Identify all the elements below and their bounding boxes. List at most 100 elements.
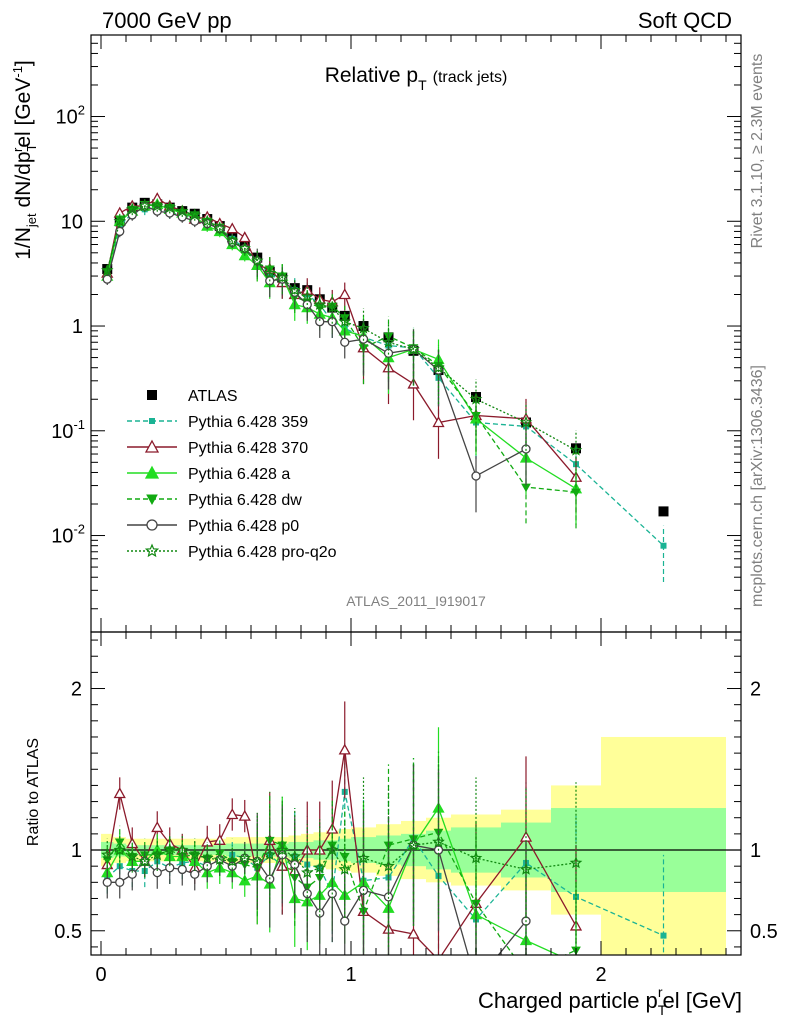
- header-left: 7000 GeV pp: [102, 8, 232, 33]
- y-tick-label: 10-2: [51, 522, 85, 548]
- ratio-point-pq2o: [469, 851, 483, 864]
- data-point-pp0: [340, 337, 350, 347]
- legend-entry-pp0: Pythia 6.428 p0: [127, 518, 299, 535]
- data-point-pp0: [327, 317, 337, 327]
- y-tick-label: 1: [72, 316, 83, 338]
- rivet-label: Rivet 3.1.10, ≥ 2.3M events: [749, 54, 766, 249]
- series-pa: [101, 198, 583, 526]
- legend-entry-atlas: ATLAS: [147, 388, 238, 405]
- data-point-p359: [660, 542, 667, 549]
- y-tick-label: 10: [61, 211, 83, 233]
- main-title-tail: (track jets): [433, 69, 508, 86]
- data-point-p370: [238, 231, 251, 243]
- ratio-point-pp0: [165, 863, 175, 873]
- data-point-pq2o: [163, 201, 176, 213]
- main-y-label-sub2: T: [24, 143, 39, 151]
- series-line-pq2o: [106, 205, 577, 451]
- y-tick-base: 10: [51, 526, 73, 548]
- ratio-point-pq2o: [151, 848, 164, 861]
- legend-entry-pq2o: Pythia 6.428 pro-q2o: [127, 543, 337, 561]
- ratio-point-pq2o: [176, 843, 189, 856]
- ratio-point-pdw: [114, 838, 125, 847]
- ratio-point-pq2o: [213, 853, 226, 866]
- ratio-point-pp0: [152, 867, 162, 878]
- series-line-pa: [106, 203, 577, 490]
- header-right: Soft QCD: [638, 8, 732, 33]
- y-tick-base: 10: [51, 421, 73, 443]
- ratio-y-tick-label-right: 0.5: [750, 921, 778, 943]
- ratio-point-pq2o: [276, 843, 289, 856]
- data-point-pq2o: [357, 321, 370, 334]
- ratio-y-tick-label: 2: [71, 679, 82, 701]
- x-axis-label: Charged particle pTrel [GeV]: [478, 984, 742, 1018]
- data-point-pq2o: [432, 361, 445, 374]
- x-axis-label-text: Charged particle p: [478, 988, 658, 1013]
- ratio-series-pp0: [102, 764, 531, 955]
- y-tick-exponent: -1: [73, 417, 85, 432]
- ratio-y-tick-label-right: 1: [750, 840, 761, 862]
- ratio-point-pq2o: [357, 851, 370, 864]
- ratio-point-p370: [407, 927, 420, 939]
- ratio-point-pp0: [115, 877, 125, 887]
- ratio-point-p359: [660, 932, 667, 939]
- ratio-point-p370: [437, 953, 440, 955]
- data-point-pq2o: [201, 214, 214, 227]
- data-point-pq2o: [326, 301, 339, 313]
- series-line-pdw: [106, 203, 577, 493]
- legend-label-pa: Pythia 6.428 a: [188, 466, 290, 483]
- main-title-sub: T: [418, 77, 427, 93]
- data-point-pq2o: [151, 199, 164, 212]
- y-tick-base: 10: [56, 107, 78, 129]
- ratio-y-tick-label: 1: [71, 840, 82, 862]
- ratio-content: [91, 701, 741, 955]
- x-tick-label: 2: [595, 964, 606, 986]
- ratio-point-pq2o: [432, 835, 445, 848]
- legend-label-atlas: ATLAS: [188, 388, 238, 405]
- data-point-p370: [338, 288, 351, 300]
- ratio-point-pp0: [340, 916, 350, 926]
- legend-label-p370: Pythia 6.428 370: [188, 440, 308, 457]
- ratio-y-tick-label-right: 2: [750, 679, 761, 701]
- series-pdw: [102, 199, 581, 529]
- ratio-point-pp0: [177, 864, 187, 875]
- ratio-point-pq2o: [163, 843, 176, 856]
- data-point-pp0: [471, 471, 481, 481]
- analysis-watermark: ATLAS_2011_I919017: [346, 593, 486, 609]
- data-point-pp0: [115, 226, 125, 237]
- data-point-pp0: [315, 317, 325, 327]
- data-point-atlas: [658, 506, 669, 517]
- ratio-point-pq2o: [301, 866, 314, 878]
- legend-label-p359: Pythia 6.428 359: [188, 414, 308, 431]
- series-p370: [101, 192, 583, 514]
- ratio-point-pq2o: [288, 849, 301, 862]
- data-point-pq2o: [238, 241, 251, 254]
- legend-label-pq2o: Pythia 6.428 pro-q2o: [188, 544, 337, 561]
- y-tick-base: 1: [72, 316, 83, 338]
- data-point-pq2o: [251, 254, 264, 267]
- data-point-pq2o: [569, 443, 583, 456]
- ratio-point-pq2o: [201, 851, 214, 864]
- ratio-panel: 0.5 0.5 1 1 2 2 0 1 2 Ratio to ATLAS Charged par…: [25, 631, 778, 1018]
- ratio-point-pq2o: [251, 854, 264, 867]
- ratio-point-pp0: [302, 888, 312, 899]
- ratio-point-pq2o: [338, 862, 351, 875]
- data-point-pq2o: [519, 415, 533, 428]
- data-point-pq2o: [188, 208, 201, 221]
- ratio-point-pp0: [383, 892, 394, 902]
- ratio-point-p370: [113, 787, 126, 799]
- data-point-pq2o: [213, 222, 226, 234]
- ratio-point-pq2o: [519, 862, 533, 875]
- y-tick-label: 102: [56, 103, 85, 129]
- ratio-ticks: 0.5 0.5 1 1 2 2 0 1 2: [54, 632, 778, 986]
- data-point-pq2o: [263, 266, 276, 279]
- main-y-label: 1/Njet dN/dpTrel [GeV-1]: [10, 60, 39, 260]
- ratio-point-pp0: [315, 908, 325, 918]
- series-line-p359: [106, 206, 664, 547]
- data-point-pq2o: [313, 298, 326, 310]
- y-tick-exponent: -2: [73, 522, 85, 537]
- legend-marker-pp0: [146, 519, 158, 531]
- data-point-pp0: [102, 274, 112, 284]
- y-tick-label: 10-1: [51, 417, 85, 443]
